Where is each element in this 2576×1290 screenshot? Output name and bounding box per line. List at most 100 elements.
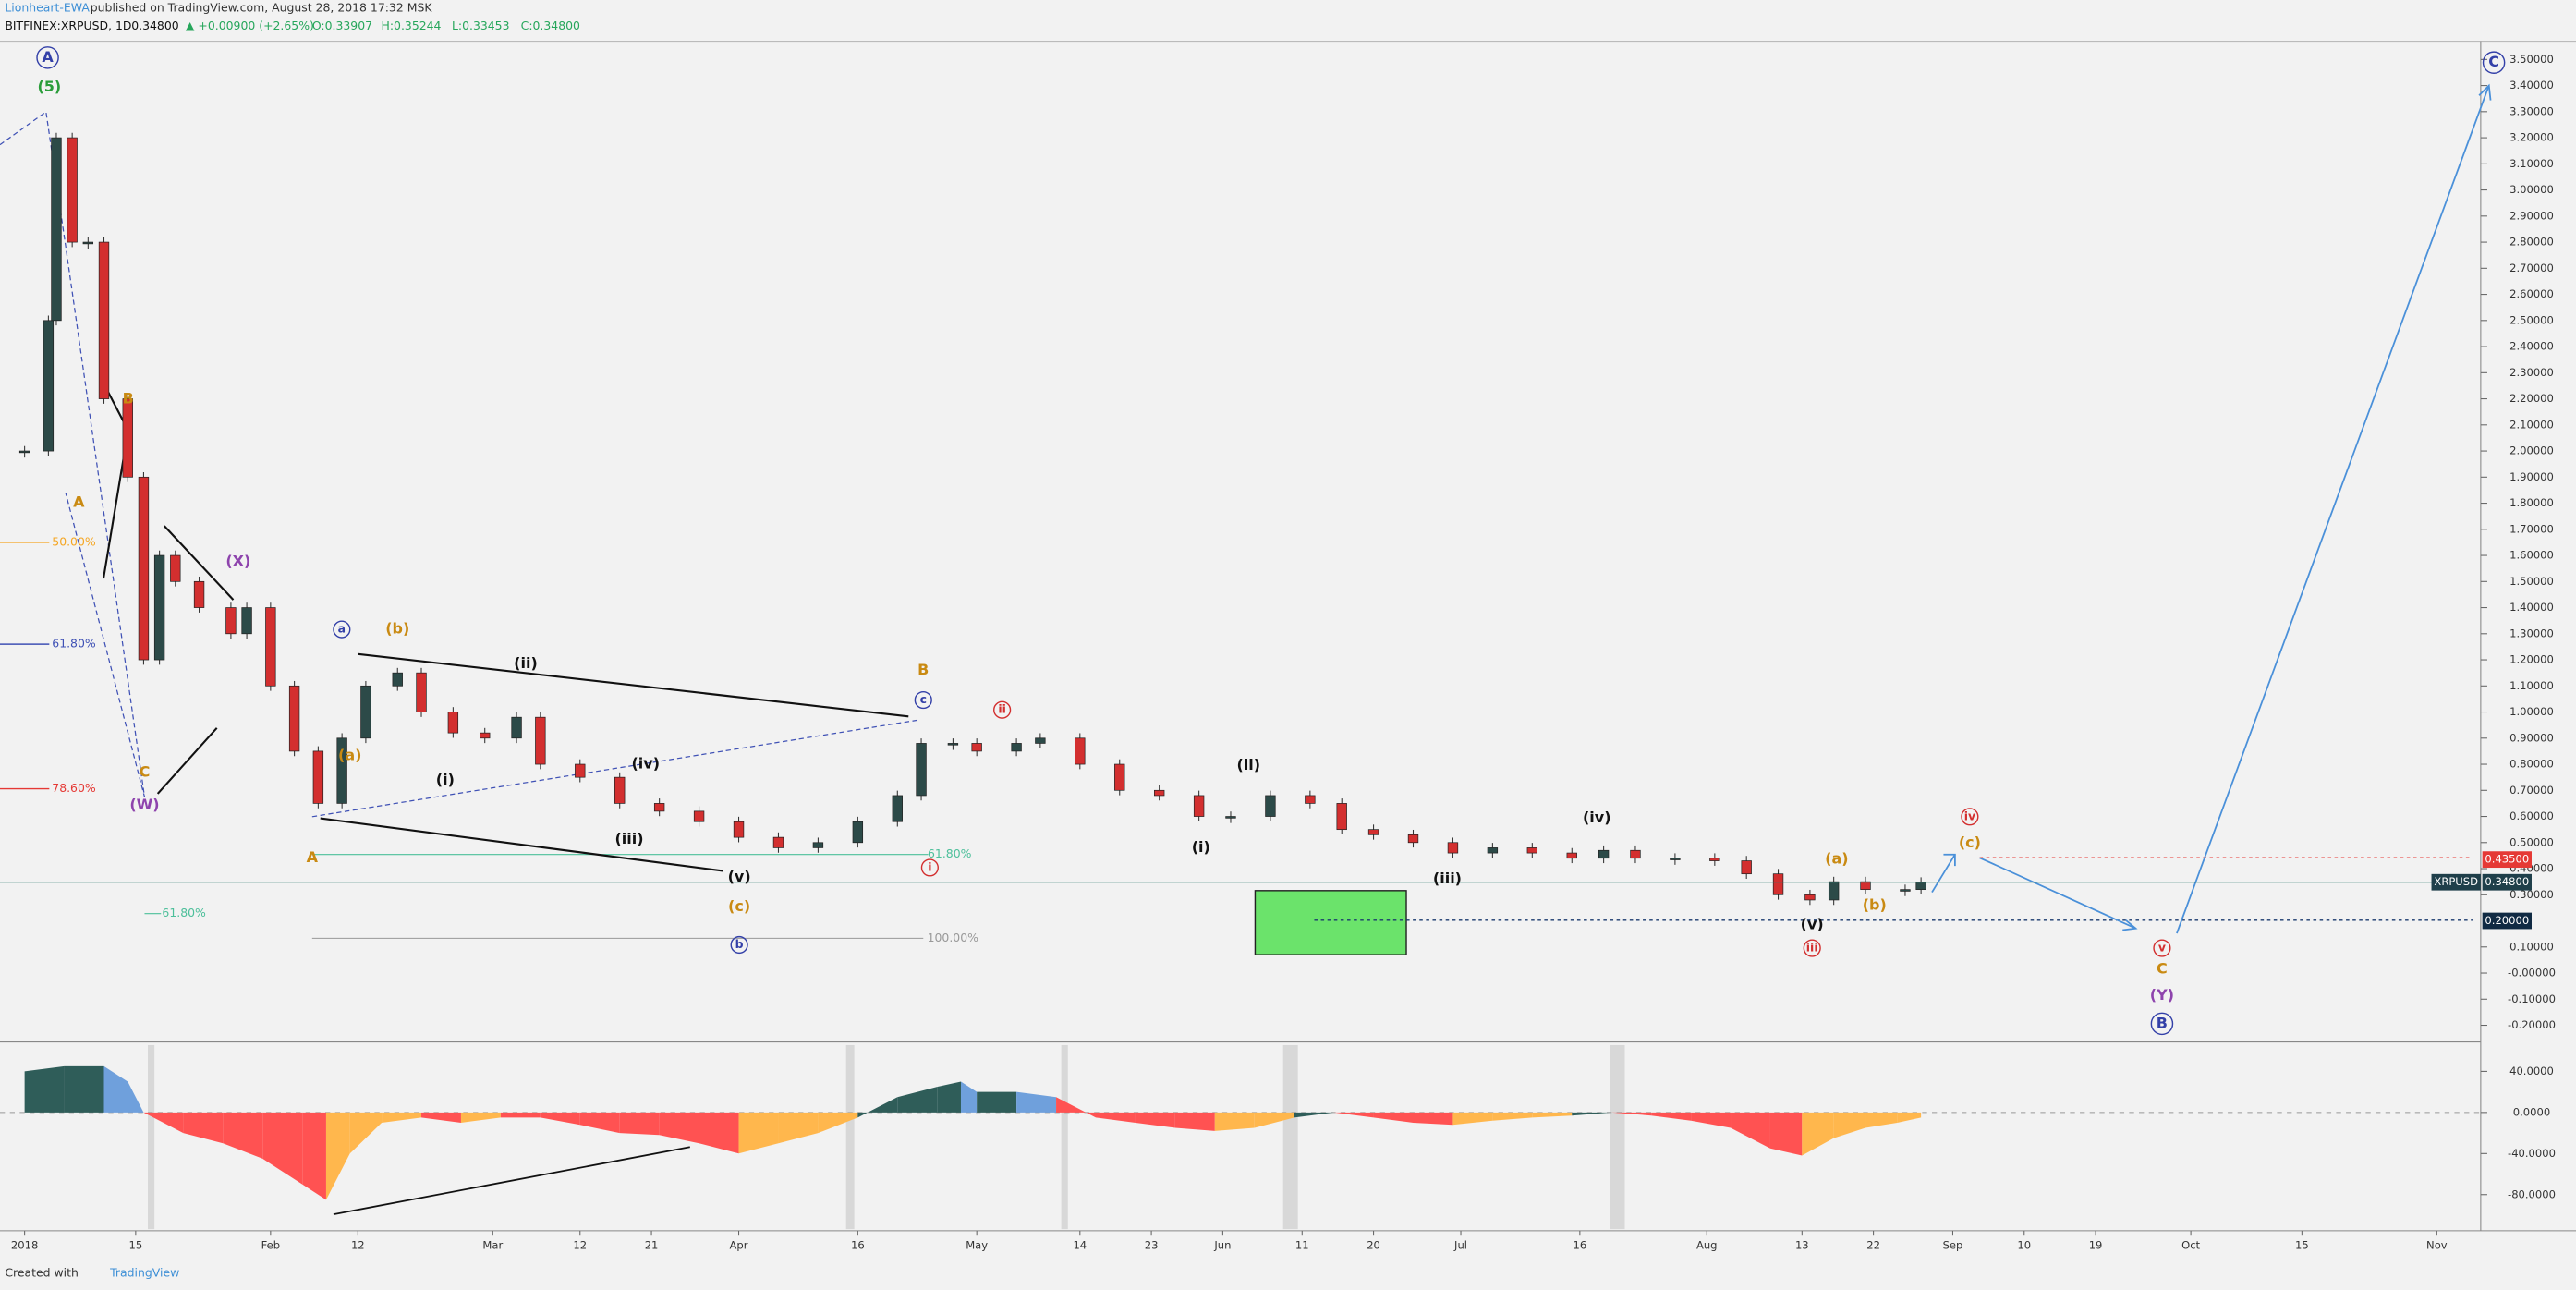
author: Lionheart-EWA — [5, 1, 90, 15]
triangle — [358, 652, 909, 718]
fib-label: 78.60% — [52, 781, 96, 795]
y-tick-label: 1.80000 — [2509, 496, 2554, 509]
wave-circle — [1961, 808, 1979, 826]
osc-area — [1492, 1112, 1533, 1121]
symbol: BITFINEX:XRPUSD, 1D — [5, 18, 131, 32]
y-tick-label: -0.00000 — [2508, 967, 2556, 980]
wave-label: (ii) — [1237, 756, 1261, 773]
x-tick-label: 16 — [1573, 1238, 1586, 1251]
symbol-box — [2431, 873, 2481, 891]
x-tick-label: 10 — [2017, 1238, 2031, 1251]
candle — [1709, 858, 1720, 861]
candle — [1487, 847, 1499, 854]
wave-label: (b) — [1863, 895, 1887, 913]
y-tick-label: 0.50000 — [2509, 835, 2554, 848]
candle — [575, 763, 586, 778]
wave-label: (c) — [1959, 834, 1981, 851]
x-tick-label: 11 — [1295, 1238, 1309, 1251]
osc-area — [1731, 1112, 1770, 1149]
candle — [1772, 873, 1784, 895]
osc-area — [1769, 1112, 1803, 1156]
arrow — [1931, 854, 1956, 894]
wave-line — [0, 110, 146, 797]
candle — [336, 737, 347, 804]
osc-area — [1833, 1112, 1866, 1138]
wave-circle — [1803, 939, 1821, 957]
drawings — [0, 83, 2492, 1215]
wave-circle — [2150, 1012, 2174, 1036]
candle — [67, 137, 78, 243]
osc-area — [1016, 1091, 1057, 1113]
candle — [1804, 894, 1816, 901]
wave-label: (a) — [1825, 850, 1848, 868]
candle — [1860, 881, 1871, 890]
osc-area — [262, 1112, 303, 1185]
osc-area — [1691, 1112, 1732, 1128]
candle — [1336, 803, 1347, 831]
wave-circle — [333, 620, 351, 639]
candle — [1900, 889, 1911, 892]
wave-label: (a) — [338, 747, 361, 764]
candle — [772, 836, 784, 848]
fib-label: 61.80% — [52, 637, 96, 651]
x-tick-label: Jun — [1213, 1238, 1231, 1251]
y-tick-label: -0.20000 — [2508, 1018, 2556, 1031]
candle — [916, 743, 927, 797]
wave-circle — [730, 935, 748, 955]
osc-area — [1413, 1112, 1453, 1126]
x-tick-label: Apr — [730, 1238, 748, 1251]
triangle — [164, 525, 235, 601]
price-label: 0.43500 — [2485, 853, 2529, 866]
plot: 3.50000 3.40000 3.30000 3.20000 3.10000 3.000… — [0, 46, 2556, 1251]
x-tick-label: 19 — [2089, 1238, 2103, 1251]
wave-label: (W) — [129, 796, 159, 813]
candle — [288, 685, 300, 752]
y-tick-label: 2.40000 — [2509, 340, 2554, 353]
candle — [98, 241, 110, 399]
y-tick-label: 1.90000 — [2509, 470, 2554, 483]
wave-circle — [2482, 51, 2506, 74]
candle — [1670, 858, 1681, 860]
candle — [360, 685, 371, 739]
candle — [1265, 795, 1276, 817]
candle — [1566, 852, 1577, 859]
y-tick-label: 3.40000 — [2509, 79, 2554, 91]
price-label-box — [2482, 873, 2532, 891]
candle — [892, 795, 903, 822]
wave-label: B — [123, 390, 134, 408]
wave-label: i — [928, 859, 931, 873]
osc-area — [778, 1112, 819, 1144]
wave-label: (i) — [436, 771, 455, 788]
wave-label: iii — [1806, 941, 1818, 955]
x-tick-label: May — [966, 1238, 988, 1251]
wave-label: iv — [1964, 809, 1975, 822]
osc-area — [619, 1112, 660, 1136]
arrow — [2176, 85, 2490, 934]
osc-area — [738, 1112, 779, 1154]
price-label: 0.34800 — [2485, 875, 2529, 888]
osc-area — [699, 1112, 739, 1154]
band — [845, 1044, 855, 1230]
footer-brand: TradingView — [109, 1266, 179, 1280]
osc-area — [382, 1112, 422, 1123]
wave-label: A — [42, 48, 54, 66]
candle — [1741, 860, 1752, 875]
target-box — [1254, 890, 1407, 955]
wave-label: B — [2157, 1014, 2168, 1031]
x-tick-label: Feb — [261, 1238, 280, 1251]
x-tick-label: 20 — [1367, 1238, 1380, 1251]
y-tick-label: 2.80000 — [2509, 236, 2554, 249]
price-label-box — [2482, 912, 2532, 930]
trend-line — [333, 1146, 690, 1215]
candle — [971, 743, 982, 752]
wave-label: (ii) — [514, 654, 538, 672]
y-tick-label: 0.10000 — [2509, 940, 2554, 953]
wave-circle — [2153, 939, 2171, 957]
osc-area — [1214, 1112, 1255, 1131]
osc-area — [579, 1112, 620, 1134]
candle — [1035, 737, 1046, 744]
x-tick-label: 12 — [573, 1238, 587, 1251]
published: published on TradingView.com, August 28,… — [91, 1, 433, 15]
wave-label: (iii) — [614, 830, 643, 847]
